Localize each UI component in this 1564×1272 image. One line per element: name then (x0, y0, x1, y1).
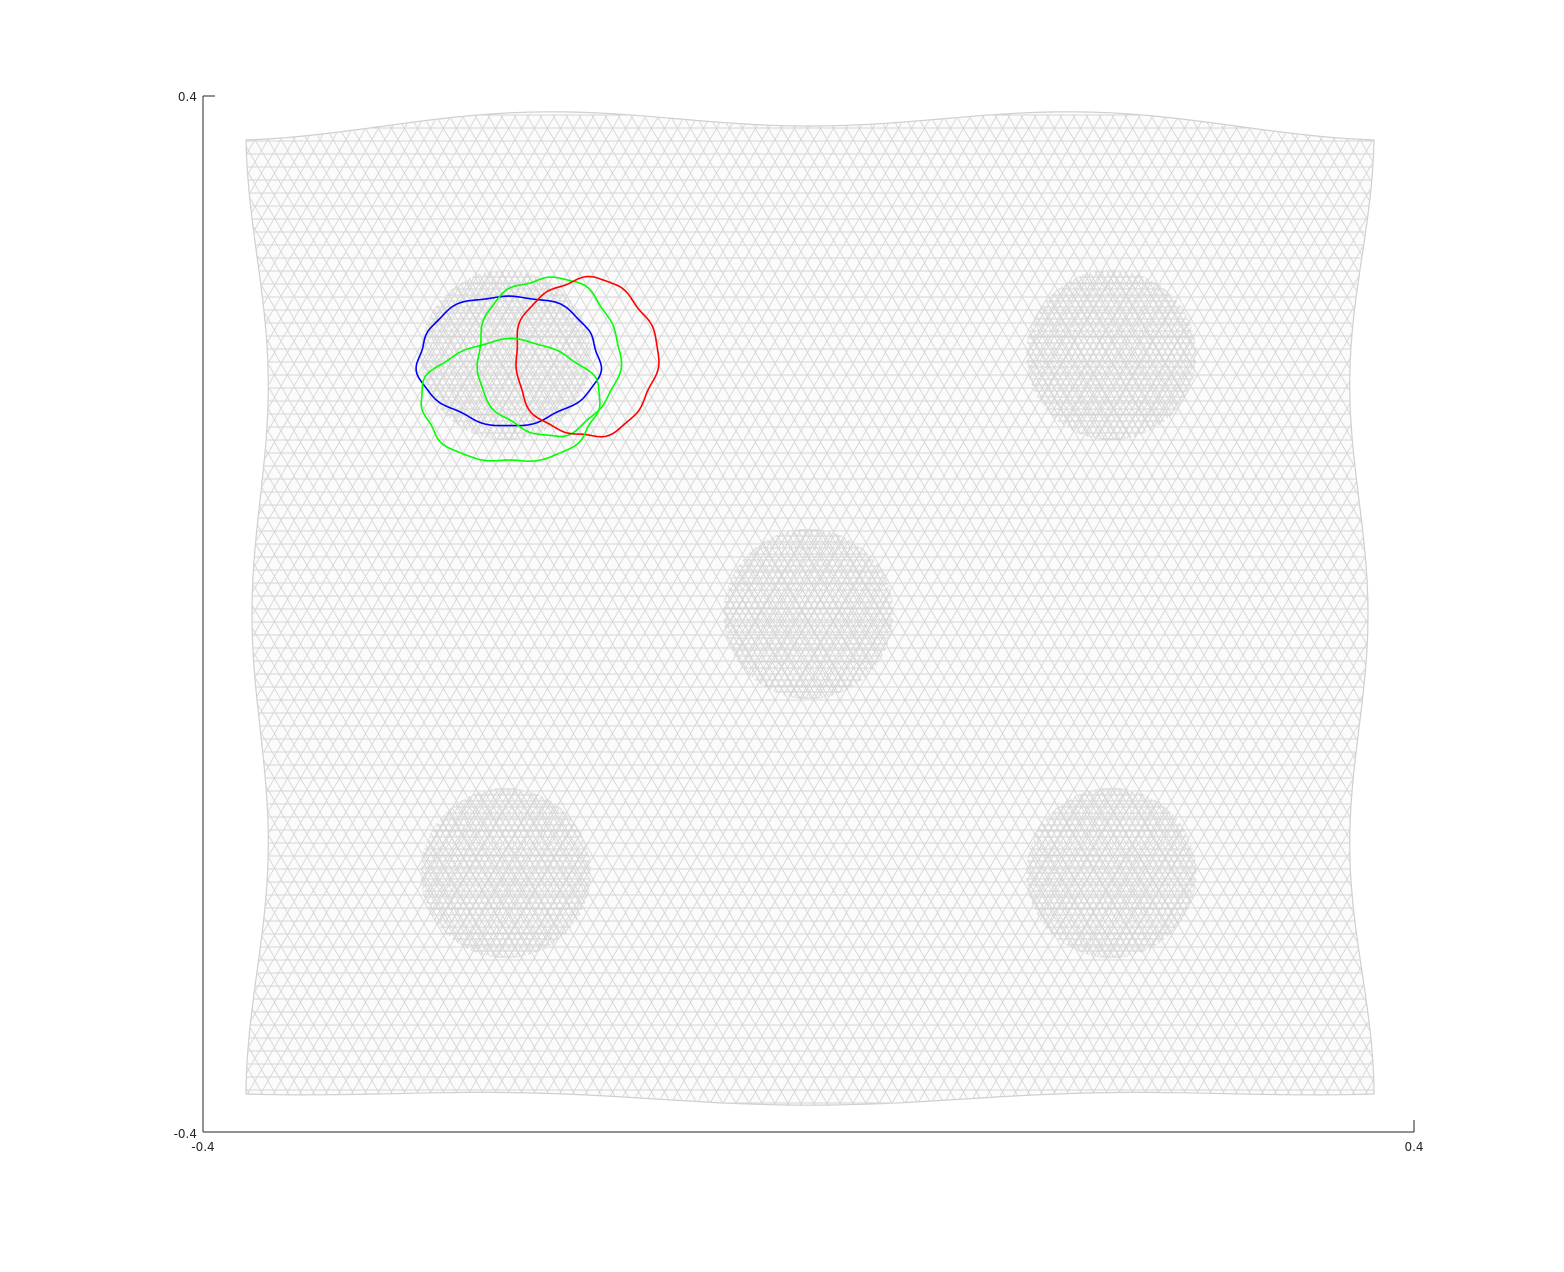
y-tick-label-bottom: -0.4 (174, 1127, 197, 1141)
refined-mesh-edges (1026, 788, 1197, 958)
plot-area (245, 111, 1375, 1106)
level-curves (415, 275, 660, 462)
refined-region-2 (1026, 270, 1197, 440)
refined-mesh-edges (1026, 270, 1197, 440)
curve-2 (476, 276, 623, 438)
curve-1 (415, 295, 603, 427)
x-tick-label-left: -0.4 (191, 1140, 214, 1154)
refined-mesh-edges (420, 270, 591, 440)
refined-mesh-edges (420, 788, 591, 958)
refined-region-1 (420, 270, 591, 440)
refined-region-5 (1026, 788, 1197, 958)
y-tick-label-top: 0.4 (178, 90, 197, 104)
refined-mesh-edges (723, 529, 894, 699)
refined-region-3 (723, 529, 894, 699)
curve-4 (420, 337, 601, 462)
triangle-mesh (246, 114, 1374, 1106)
refined-region-4 (420, 788, 591, 958)
x-tick-label-right: 0.4 (1404, 1140, 1423, 1154)
curve-3 (515, 275, 660, 438)
axes: 0.4 -0.4 -0.4 0.4 (174, 90, 1424, 1154)
